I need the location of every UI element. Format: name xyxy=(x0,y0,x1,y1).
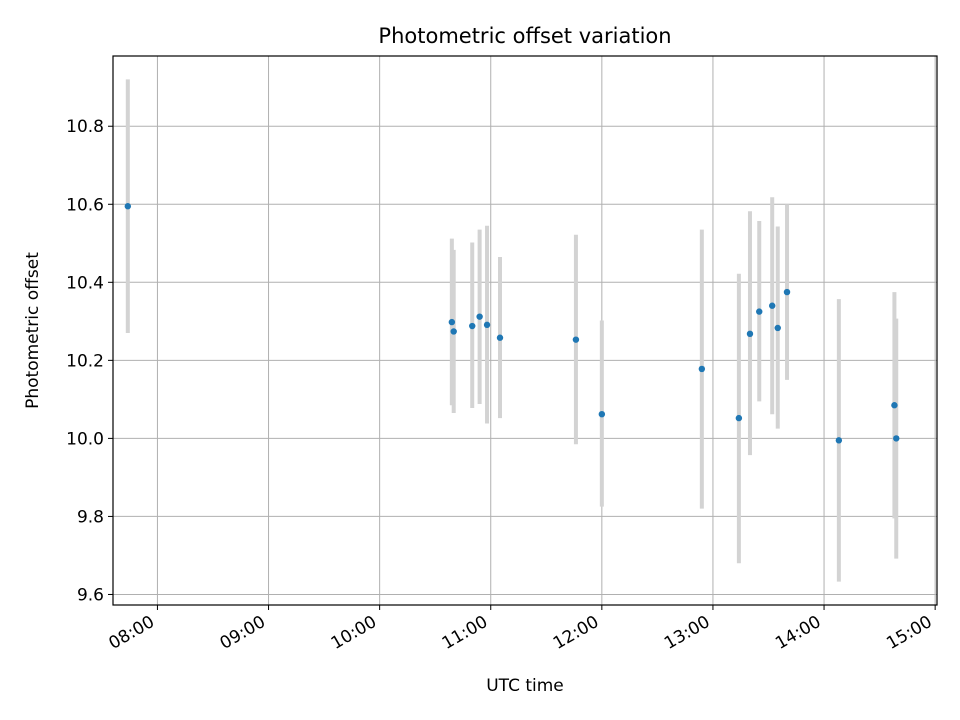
data-point xyxy=(769,302,776,309)
data-point xyxy=(783,288,791,296)
data-point xyxy=(483,321,491,329)
data-point xyxy=(746,330,754,338)
y-axis-ticks: 9.6 9.8 10.0 10.2 10.4 10.6 10.8 xyxy=(66,117,113,605)
y-tick-label: 9.8 xyxy=(77,507,104,527)
data-point xyxy=(469,322,476,330)
data-point xyxy=(476,313,483,320)
data-point xyxy=(572,336,580,343)
data-points xyxy=(124,203,900,444)
data-point xyxy=(598,410,606,418)
data-point xyxy=(756,308,763,315)
data-point xyxy=(496,334,504,341)
plot-frame xyxy=(112,55,938,606)
y-tick-label: 10.2 xyxy=(66,351,104,371)
data-point xyxy=(698,365,706,373)
grid xyxy=(113,56,937,605)
data-point xyxy=(835,437,843,444)
y-axis-label: Photometric offset xyxy=(23,252,43,409)
data-point xyxy=(735,414,743,422)
y-tick-label: 10.4 xyxy=(66,273,104,293)
data-point xyxy=(893,435,900,442)
data-point xyxy=(450,328,457,335)
data-point xyxy=(448,318,456,326)
y-tick-label: 9.6 xyxy=(77,585,104,605)
data-point xyxy=(124,203,132,210)
y-tick-label: 10.8 xyxy=(66,117,104,137)
y-tick-label: 10.6 xyxy=(66,195,104,215)
y-tick-label: 10.0 xyxy=(66,429,104,449)
x-axis-label: UTC time xyxy=(486,676,564,696)
data-point xyxy=(774,324,781,332)
data-point xyxy=(891,402,898,409)
chart-title: Photometric offset variation xyxy=(378,24,671,48)
